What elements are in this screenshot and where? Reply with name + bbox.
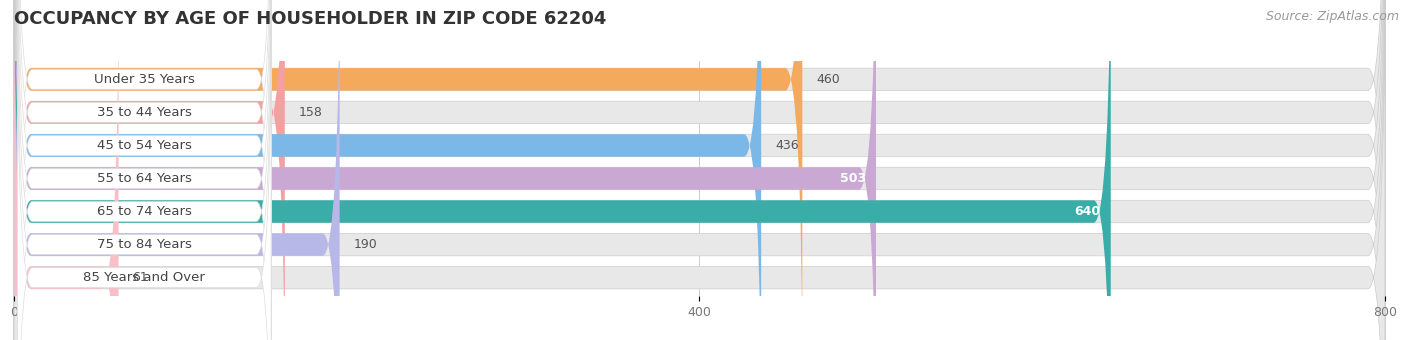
FancyBboxPatch shape <box>14 0 1385 340</box>
FancyBboxPatch shape <box>14 0 1385 340</box>
Text: 35 to 44 Years: 35 to 44 Years <box>97 106 191 119</box>
FancyBboxPatch shape <box>17 0 271 340</box>
FancyBboxPatch shape <box>17 7 271 340</box>
FancyBboxPatch shape <box>14 0 761 340</box>
FancyBboxPatch shape <box>17 0 271 340</box>
FancyBboxPatch shape <box>14 0 340 340</box>
Text: 45 to 54 Years: 45 to 54 Years <box>97 139 191 152</box>
Text: Under 35 Years: Under 35 Years <box>94 73 194 86</box>
FancyBboxPatch shape <box>14 0 803 340</box>
Text: 460: 460 <box>815 73 839 86</box>
Text: 61: 61 <box>132 271 148 284</box>
FancyBboxPatch shape <box>14 0 1385 340</box>
Text: OCCUPANCY BY AGE OF HOUSEHOLDER IN ZIP CODE 62204: OCCUPANCY BY AGE OF HOUSEHOLDER IN ZIP C… <box>14 10 606 28</box>
Text: Source: ZipAtlas.com: Source: ZipAtlas.com <box>1265 10 1399 23</box>
FancyBboxPatch shape <box>17 0 271 340</box>
FancyBboxPatch shape <box>14 0 1385 340</box>
Text: 75 to 84 Years: 75 to 84 Years <box>97 238 191 251</box>
FancyBboxPatch shape <box>14 0 1385 340</box>
FancyBboxPatch shape <box>14 0 1385 340</box>
Text: 190: 190 <box>353 238 377 251</box>
FancyBboxPatch shape <box>17 0 271 340</box>
FancyBboxPatch shape <box>17 0 271 340</box>
Text: 436: 436 <box>775 139 799 152</box>
FancyBboxPatch shape <box>14 0 876 340</box>
FancyBboxPatch shape <box>17 0 271 340</box>
FancyBboxPatch shape <box>14 0 285 340</box>
Text: 640: 640 <box>1074 205 1101 218</box>
Text: 158: 158 <box>298 106 322 119</box>
Text: 503: 503 <box>839 172 866 185</box>
Text: 55 to 64 Years: 55 to 64 Years <box>97 172 191 185</box>
Text: 85 Years and Over: 85 Years and Over <box>83 271 205 284</box>
FancyBboxPatch shape <box>14 0 118 340</box>
Text: 65 to 74 Years: 65 to 74 Years <box>97 205 191 218</box>
FancyBboxPatch shape <box>14 0 1111 340</box>
FancyBboxPatch shape <box>14 0 1385 340</box>
